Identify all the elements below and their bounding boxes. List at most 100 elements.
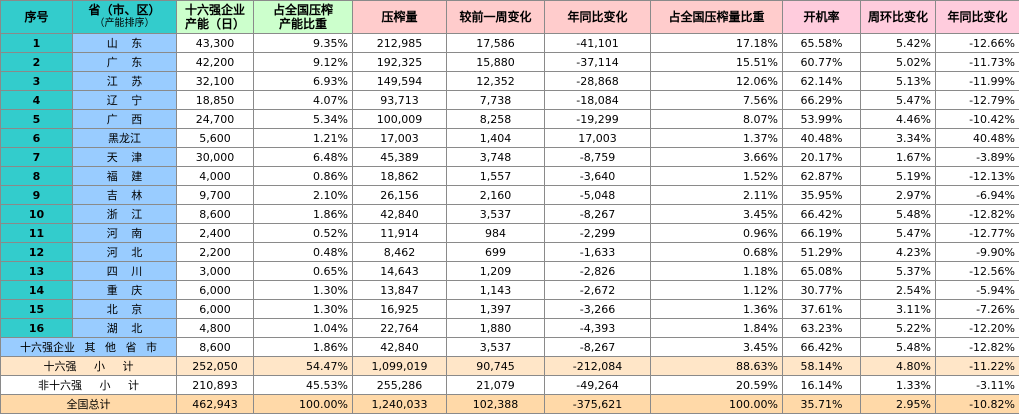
- cell: 66.19%: [782, 223, 861, 243]
- cell: 14,643: [352, 261, 447, 281]
- cell: 252,050: [176, 356, 254, 376]
- cell: -12.82%: [935, 204, 1019, 224]
- cell: 5.22%: [860, 318, 936, 338]
- cell: 2.54%: [860, 280, 936, 300]
- cell: -10.42%: [935, 109, 1019, 129]
- cell: 河 南: [72, 223, 177, 243]
- cell: 1.86%: [253, 204, 353, 224]
- cell: 0.52%: [253, 223, 353, 243]
- cell: 0.68%: [650, 242, 783, 262]
- cell: 22,764: [352, 318, 447, 338]
- cell: -49,264: [544, 375, 651, 395]
- cell: 32,100: [176, 71, 254, 91]
- data-row: 11 河 南 2,400 0.52% 11,914 984 -2,299 0.96% 66.19…: [0, 223, 1019, 243]
- cell: -12.56%: [935, 261, 1019, 281]
- cell: -3,640: [544, 166, 651, 186]
- cell: 60.77%: [782, 52, 861, 72]
- cell: 13,847: [352, 280, 447, 300]
- cell: 8: [0, 166, 73, 186]
- cell: 7: [0, 147, 73, 167]
- cell: 6,000: [176, 280, 254, 300]
- cell: 30.77%: [782, 280, 861, 300]
- cell: 3.66%: [650, 147, 783, 167]
- cell: 16,925: [352, 299, 447, 319]
- cell: -2,672: [544, 280, 651, 300]
- cell: -12.13%: [935, 166, 1019, 186]
- cell: 24,700: [176, 109, 254, 129]
- cell: 9,700: [176, 185, 254, 205]
- cell: 重 庆: [72, 280, 177, 300]
- cell: -41,101: [544, 33, 651, 53]
- cell: 5.37%: [860, 261, 936, 281]
- cell: 58.14%: [782, 356, 861, 376]
- cell: 53.99%: [782, 109, 861, 129]
- header-cell: 占全国压榨量比重: [650, 0, 783, 34]
- header-text: （产能排序）: [94, 18, 155, 29]
- cell: 149,594: [352, 71, 447, 91]
- cell: 1.04%: [253, 318, 353, 338]
- cell: 4.07%: [253, 90, 353, 110]
- cell: 90,745: [446, 356, 545, 376]
- header-text: 占全国压榨: [272, 3, 333, 17]
- cell: -19,299: [544, 109, 651, 129]
- cell: -10.82%: [935, 394, 1019, 414]
- cell: 42,200: [176, 52, 254, 72]
- data-row: 10 浙 江 8,600 1.86% 42,840 3,537 -8,267 3.45% 66.…: [0, 204, 1019, 224]
- cell: 3.45%: [650, 204, 783, 224]
- cell: -1,633: [544, 242, 651, 262]
- cell: 1.33%: [860, 375, 936, 395]
- cell: 2.10%: [253, 185, 353, 205]
- cell: 16: [0, 318, 73, 338]
- cell: 14: [0, 280, 73, 300]
- header-cell: 十六强企业 产能（日）: [176, 0, 254, 34]
- data-row: 6 黑龙江 5,600 1.21% 17,003 1,404 17,003 1.37% 40.4…: [0, 128, 1019, 148]
- header-cell: 周环比变化: [860, 0, 936, 34]
- cell: 18,850: [176, 90, 254, 110]
- cell: 65.08%: [782, 261, 861, 281]
- cell: 2: [0, 52, 73, 72]
- header-text: 占全国压榨量比重: [668, 10, 765, 24]
- cell: 江 苏: [72, 71, 177, 91]
- cell: 3,537: [446, 204, 545, 224]
- cell: 1,099,019: [352, 356, 447, 376]
- cell: 88.63%: [650, 356, 783, 376]
- cell: 93,713: [352, 90, 447, 110]
- summary-row: 十六强 小 计 252,050 54.47% 1,099,019 90,745 -212,…: [0, 356, 1019, 376]
- cell: 1.67%: [860, 147, 936, 167]
- header-cell: 年同比变化: [935, 0, 1019, 34]
- cell: 15: [0, 299, 73, 319]
- cell: 1,209: [446, 261, 545, 281]
- header-text: 产能（日）: [184, 17, 245, 31]
- header-text: 序号: [24, 10, 49, 24]
- cell: 11,914: [352, 223, 447, 243]
- cell: 3.11%: [860, 299, 936, 319]
- cell: 0.48%: [253, 242, 353, 262]
- other-row: 十六强企业 其 他 省 市 8,600 1.86% 42,840 3,537 -8,267…: [0, 337, 1019, 357]
- cell: 12: [0, 242, 73, 262]
- cell: 1.52%: [650, 166, 783, 186]
- header-cell: 年同比变化: [544, 0, 651, 34]
- cell: 3,537: [446, 337, 545, 357]
- cell: -11.99%: [935, 71, 1019, 91]
- cell: 51.29%: [782, 242, 861, 262]
- cell: -3,266: [544, 299, 651, 319]
- cell: -2,826: [544, 261, 651, 281]
- cell: 0.96%: [650, 223, 783, 243]
- cell: 462,943: [176, 394, 254, 414]
- cell: -37,114: [544, 52, 651, 72]
- cell: 12,352: [446, 71, 545, 91]
- header-cell: 序号: [0, 0, 73, 34]
- cell: 65.58%: [782, 33, 861, 53]
- cell: -8,267: [544, 204, 651, 224]
- cell: -12.66%: [935, 33, 1019, 53]
- cell: 5.48%: [860, 204, 936, 224]
- cell: 42,840: [352, 337, 447, 357]
- cell: 1,143: [446, 280, 545, 300]
- cell: 1.37%: [650, 128, 783, 148]
